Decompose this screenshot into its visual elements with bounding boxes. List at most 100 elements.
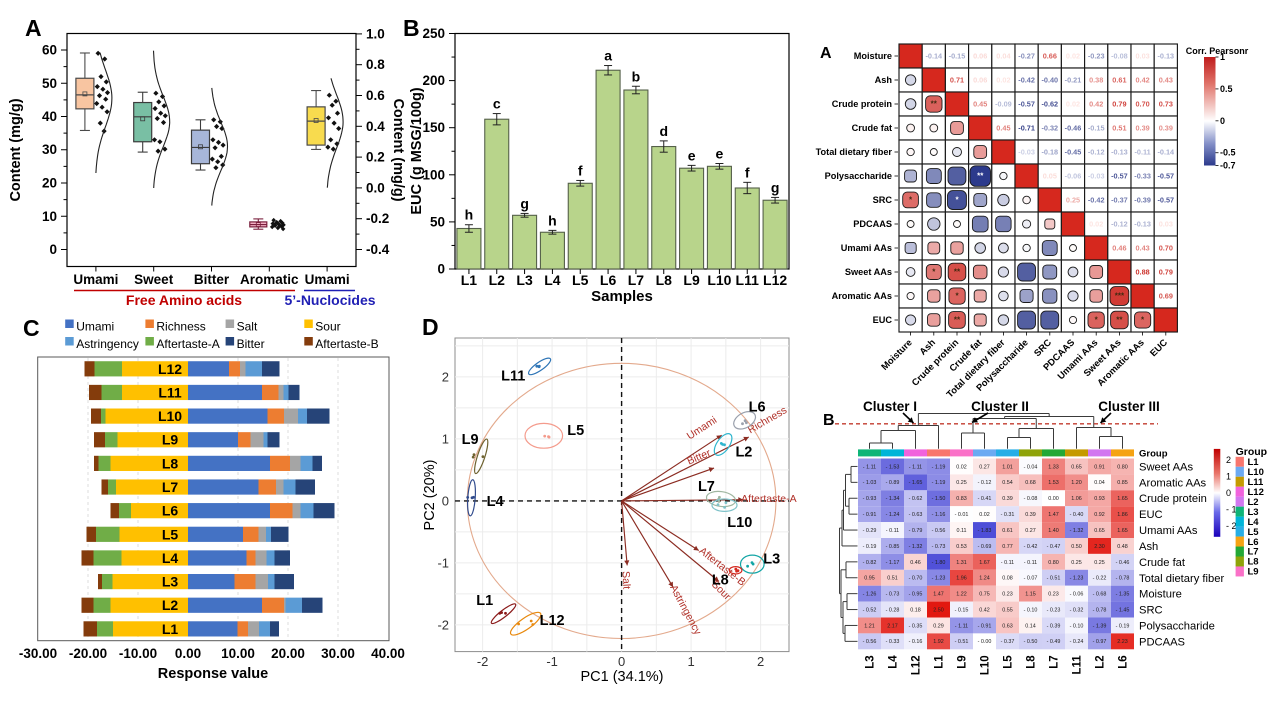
svg-text:0.70: 0.70 — [1135, 100, 1149, 109]
svg-text:0.02: 0.02 — [956, 464, 967, 470]
svg-text:L5: L5 — [1248, 527, 1260, 538]
svg-text:- 1.83: - 1.83 — [978, 528, 992, 534]
svg-text:- 1.80: - 1.80 — [932, 560, 946, 566]
svg-text:- 0.00: - 0.00 — [978, 639, 992, 645]
svg-text:250: 250 — [422, 26, 445, 41]
svg-text:c: c — [493, 96, 501, 112]
svg-text:0.25: 0.25 — [1094, 560, 1105, 566]
svg-text:- 0.28: - 0.28 — [886, 608, 900, 614]
svg-text:d: d — [660, 123, 669, 139]
svg-text:0.51: 0.51 — [887, 576, 898, 582]
svg-text:- 0.12: - 0.12 — [978, 480, 992, 486]
svg-text:2: 2 — [442, 369, 449, 384]
svg-text:L9: L9 — [957, 655, 969, 668]
svg-text:- 1: - 1 — [1226, 504, 1237, 514]
svg-text:- 0.15: - 0.15 — [955, 608, 969, 614]
svg-text:L2: L2 — [489, 272, 506, 288]
svg-text:Sweet: Sweet — [134, 272, 174, 287]
svg-text:40: 40 — [42, 109, 57, 124]
svg-text:**: ** — [931, 100, 938, 109]
svg-text:-0.42: -0.42 — [1088, 196, 1105, 205]
svg-text:L9: L9 — [1248, 567, 1259, 578]
svg-text:Ash: Ash — [875, 75, 893, 85]
svg-text:-0.40: -0.40 — [1041, 76, 1058, 85]
svg-text:- 0.70: - 0.70 — [909, 576, 923, 582]
svg-text:L11: L11 — [1072, 655, 1084, 675]
svg-text:L7: L7 — [1248, 547, 1259, 558]
svg-text:0.51: 0.51 — [1112, 124, 1126, 133]
svg-text:-0.09: -0.09 — [995, 100, 1012, 109]
svg-text:- 0.95: - 0.95 — [909, 592, 923, 598]
svg-text:-10.00: -10.00 — [119, 646, 157, 661]
svg-text:SRC: SRC — [873, 195, 893, 205]
svg-text:L5: L5 — [1003, 655, 1015, 669]
svg-text:2: 2 — [1226, 455, 1231, 465]
svg-text:*: * — [1141, 316, 1145, 325]
svg-text:-0.37: -0.37 — [1111, 196, 1128, 205]
svg-text:1.67: 1.67 — [979, 560, 990, 566]
svg-text:L12: L12 — [911, 655, 923, 675]
svg-text:0.08: 0.08 — [1002, 576, 1013, 582]
svg-text:- 1.65: - 1.65 — [909, 480, 923, 486]
svg-text:0.88: 0.88 — [1135, 268, 1149, 277]
svg-text:C: C — [23, 315, 40, 341]
svg-text:0.63: 0.63 — [1002, 623, 1013, 629]
svg-text:30.00: 30.00 — [321, 646, 355, 661]
svg-text:L2: L2 — [1095, 655, 1107, 668]
svg-text:Free Amino acids: Free Amino acids — [126, 292, 242, 308]
svg-text:Crude protein: Crude protein — [832, 99, 893, 109]
svg-text:- 1.19: - 1.19 — [932, 464, 946, 470]
svg-text:0.02: 0.02 — [996, 76, 1010, 85]
svg-text:-0.12: -0.12 — [1088, 148, 1105, 157]
svg-text:L8: L8 — [1248, 557, 1259, 568]
svg-text:L10: L10 — [707, 272, 731, 288]
svg-text:0.0: 0.0 — [366, 180, 385, 195]
svg-text:0.03: 0.03 — [1135, 52, 1149, 61]
svg-text:- 0.56: - 0.56 — [863, 639, 877, 645]
svg-text:-0.71: -0.71 — [1018, 124, 1035, 133]
svg-text:1.20: 1.20 — [1071, 480, 1082, 486]
svg-text:L4: L4 — [544, 272, 561, 288]
svg-text:0: 0 — [49, 242, 57, 257]
svg-text:0.65: 0.65 — [1094, 528, 1105, 534]
svg-text:0.25: 0.25 — [1066, 196, 1080, 205]
svg-text:1.01: 1.01 — [1002, 464, 1013, 470]
svg-text:- 1.11: - 1.11 — [955, 623, 968, 629]
svg-text:0.2: 0.2 — [366, 150, 385, 165]
svg-text:-0.62: -0.62 — [1041, 100, 1058, 109]
svg-text:0.25: 0.25 — [1071, 560, 1082, 566]
svg-text:- 0.01: - 0.01 — [955, 512, 969, 518]
svg-text:Content (mg/g): Content (mg/g) — [8, 98, 24, 201]
svg-text:0.79: 0.79 — [1159, 268, 1173, 277]
svg-text:L4: L4 — [1248, 517, 1260, 528]
svg-text:L5: L5 — [567, 423, 584, 439]
svg-text:- 0.10: - 0.10 — [1070, 623, 1084, 629]
svg-text:g: g — [520, 195, 529, 211]
svg-text:-0.32: -0.32 — [1041, 124, 1058, 133]
svg-text:- 1.53: - 1.53 — [886, 464, 900, 470]
svg-text:L12: L12 — [158, 361, 182, 377]
svg-text:- 0.82: - 0.82 — [863, 560, 877, 566]
svg-text:e: e — [716, 146, 724, 162]
svg-text:-0.21: -0.21 — [1065, 76, 1082, 85]
svg-text:- 0.50: - 0.50 — [1024, 639, 1038, 645]
svg-text:Group: Group — [1236, 446, 1268, 458]
svg-text:10: 10 — [42, 209, 57, 224]
svg-text:0.4: 0.4 — [366, 119, 385, 134]
svg-text:f: f — [745, 164, 750, 180]
svg-text:Aromatic AAs: Aromatic AAs — [1139, 477, 1207, 489]
svg-text:L1: L1 — [476, 593, 493, 609]
svg-text:L6: L6 — [1118, 655, 1130, 668]
svg-text:0.25: 0.25 — [956, 480, 967, 486]
svg-text:L9: L9 — [683, 272, 700, 288]
svg-text:-0.13: -0.13 — [1134, 220, 1151, 229]
svg-text:- 0.10: - 0.10 — [1024, 608, 1038, 614]
svg-text:0.23: 0.23 — [1002, 592, 1013, 598]
svg-text:Corr. Pearsonr: Corr. Pearsonr — [1186, 46, 1249, 56]
svg-text:- 1.26: - 1.26 — [863, 592, 877, 598]
svg-text:L5: L5 — [572, 272, 589, 288]
svg-text:0.29: 0.29 — [933, 623, 944, 629]
svg-text:1: 1 — [442, 431, 449, 446]
svg-text:- 0.42: - 0.42 — [1024, 544, 1038, 550]
svg-text:L6: L6 — [749, 400, 766, 416]
